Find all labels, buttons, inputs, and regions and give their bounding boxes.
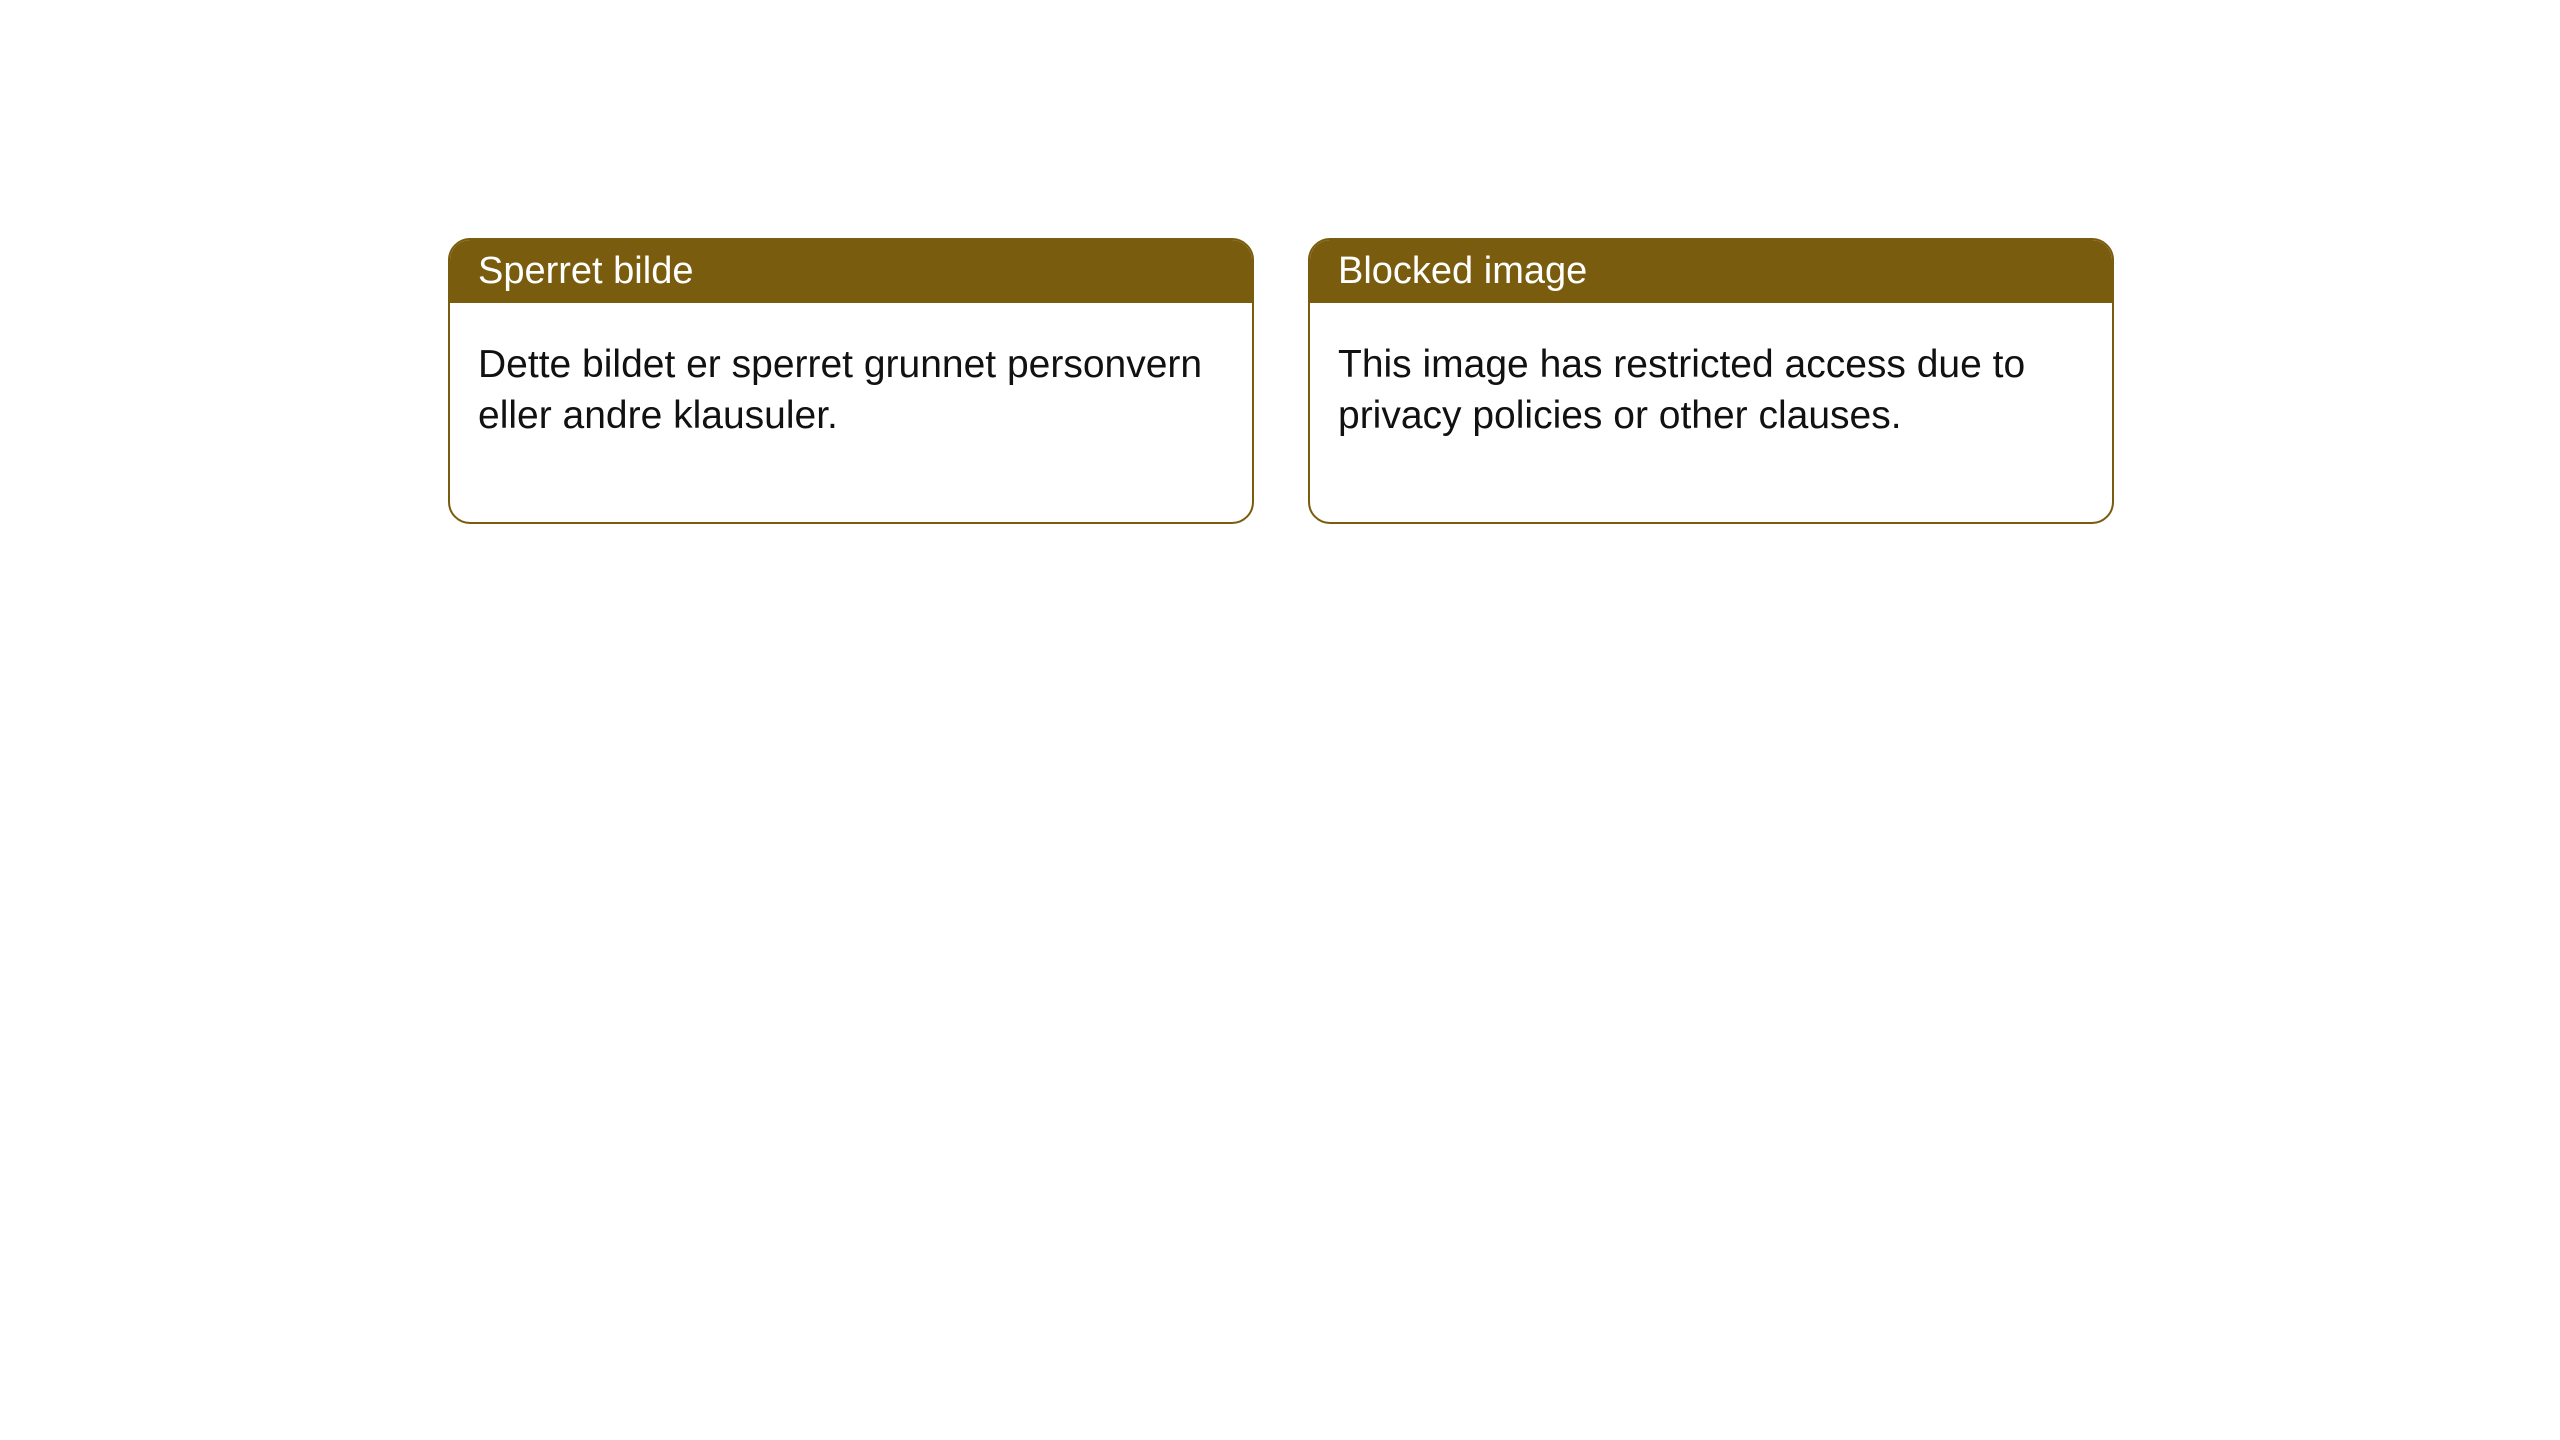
notice-container: Sperret bilde Dette bildet er sperret gr… [0,0,2560,524]
notice-card-norwegian: Sperret bilde Dette bildet er sperret gr… [448,238,1254,524]
card-header: Sperret bilde [450,240,1252,303]
notice-card-english: Blocked image This image has restricted … [1308,238,2114,524]
card-body: Dette bildet er sperret grunnet personve… [450,303,1252,522]
card-header: Blocked image [1310,240,2112,303]
card-body: This image has restricted access due to … [1310,303,2112,522]
